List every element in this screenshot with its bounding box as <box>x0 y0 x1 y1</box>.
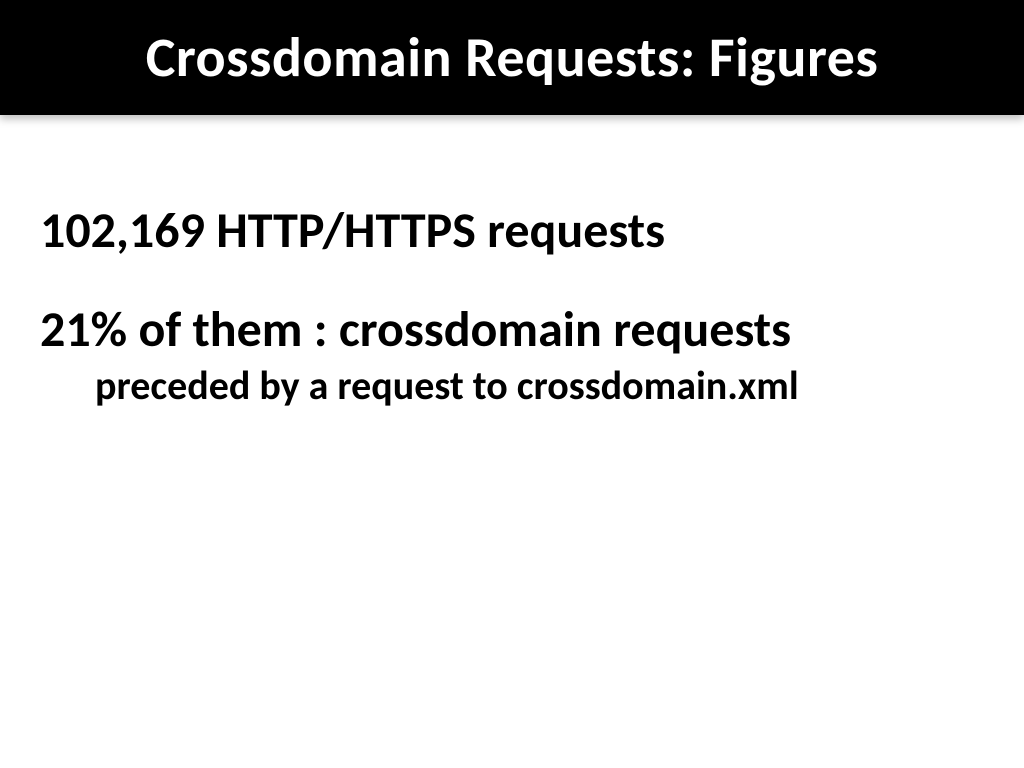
slide-content: 102,169 HTTP/HTTPS requests 21% of them … <box>0 115 1024 410</box>
content-line-2: 21% of them : crossdomain requests <box>40 301 984 359</box>
content-line-3: preceded by a request to crossdomain.xml <box>40 361 984 410</box>
content-line-1: 102,169 HTTP/HTTPS requests <box>40 200 984 261</box>
slide-header: Crossdomain Requests: Figures <box>0 0 1024 115</box>
slide-title: Crossdomain Requests: Figures <box>146 24 879 92</box>
